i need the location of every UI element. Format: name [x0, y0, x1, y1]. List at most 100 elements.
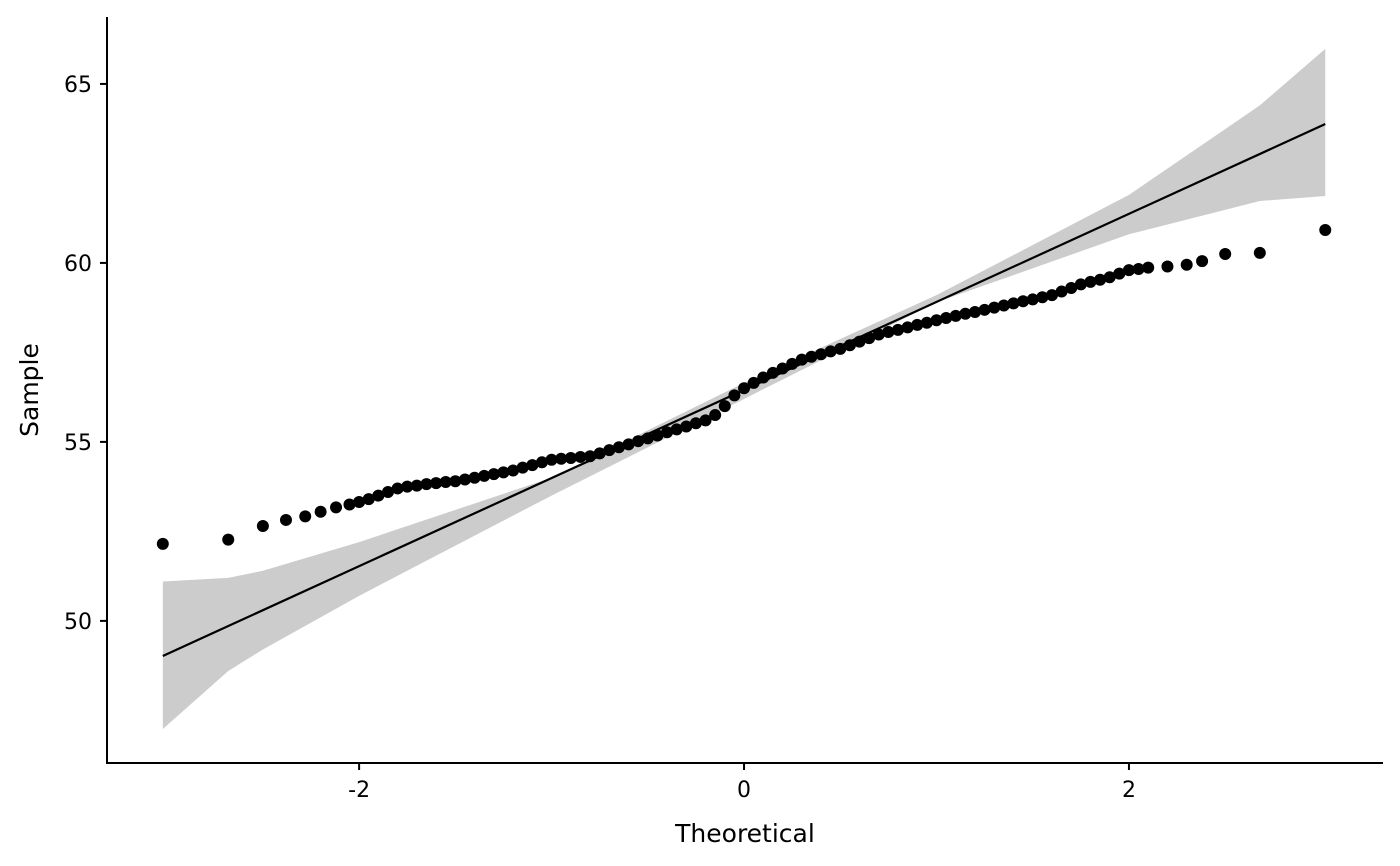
data-point: [391, 482, 404, 495]
data-point: [299, 510, 312, 523]
data-point: [824, 345, 837, 358]
data-point: [997, 299, 1010, 312]
data-point: [1074, 278, 1087, 291]
y-axis-title: Sample: [15, 343, 44, 437]
data-point: [834, 342, 847, 355]
y-tick-label: 50: [64, 610, 92, 635]
data-point: [949, 309, 962, 322]
data-point: [330, 501, 343, 514]
points-layer: [156, 223, 1332, 550]
data-point: [497, 466, 510, 479]
data-point: [1253, 246, 1266, 259]
data-point: [920, 316, 933, 329]
data-point: [1045, 289, 1058, 302]
x-tick-label: 2: [1122, 778, 1136, 803]
data-point: [988, 301, 1001, 314]
data-point: [1161, 260, 1174, 273]
data-point: [863, 332, 876, 345]
data-point: [1007, 297, 1020, 310]
ticks: -2 0 2 50 55 60 65: [64, 73, 1136, 803]
data-point: [430, 477, 443, 490]
data-point: [872, 328, 885, 341]
data-point: [622, 438, 635, 451]
data-point: [222, 533, 235, 546]
data-point: [156, 537, 169, 550]
data-point: [805, 350, 818, 363]
data-point: [401, 480, 414, 493]
data-point: [526, 459, 539, 472]
data-point: [1219, 247, 1232, 260]
x-axis-title: Theoretical: [674, 819, 815, 848]
data-point: [776, 362, 789, 375]
data-point: [564, 452, 577, 465]
data-point: [1180, 258, 1193, 271]
data-point: [728, 389, 741, 402]
data-point: [978, 303, 991, 316]
data-point: [603, 444, 616, 457]
data-point: [1113, 267, 1126, 280]
data-point: [1196, 255, 1209, 268]
data-point: [699, 414, 712, 427]
data-point: [535, 456, 548, 469]
data-point: [1026, 293, 1039, 306]
data-point: [372, 489, 385, 502]
data-point: [420, 478, 433, 491]
data-point: [747, 376, 760, 389]
x-tick-label: 0: [737, 778, 751, 803]
data-point: [795, 353, 808, 366]
data-point: [892, 323, 905, 336]
data-point: [1017, 295, 1030, 308]
data-point: [449, 475, 462, 488]
data-point: [593, 447, 606, 460]
data-point: [843, 339, 856, 352]
data-point: [314, 505, 327, 518]
y-tick-label: 65: [64, 73, 92, 98]
data-point: [689, 417, 702, 430]
data-point: [757, 371, 770, 384]
data-point: [1094, 273, 1107, 286]
data-point: [439, 475, 452, 488]
data-point: [516, 461, 529, 474]
data-point: [632, 435, 645, 448]
data-point: [362, 493, 375, 506]
data-point: [487, 468, 500, 481]
data-point: [911, 318, 924, 331]
data-point: [968, 305, 981, 318]
data-point: [1065, 281, 1078, 294]
data-point: [680, 420, 693, 433]
data-point: [478, 469, 491, 482]
data-point: [1319, 223, 1332, 236]
data-point: [256, 520, 269, 533]
data-point: [353, 496, 366, 509]
data-point: [651, 429, 664, 442]
data-point: [279, 513, 292, 526]
data-point: [612, 441, 625, 454]
data-point: [1036, 291, 1049, 304]
data-point: [1084, 275, 1097, 288]
data-point: [641, 432, 654, 445]
data-point: [738, 382, 751, 395]
data-point: [670, 423, 683, 436]
data-point: [661, 426, 674, 439]
data-point: [1142, 261, 1155, 274]
data-point: [555, 452, 568, 465]
data-point: [574, 450, 587, 463]
data-point: [1103, 271, 1116, 284]
data-point: [930, 314, 943, 327]
data-point: [458, 473, 471, 486]
data-point: [468, 471, 481, 484]
data-point: [901, 321, 914, 334]
data-point: [709, 409, 722, 422]
data-point: [1055, 285, 1068, 298]
data-point: [959, 307, 972, 320]
data-point: [766, 366, 779, 379]
y-tick-label: 60: [64, 252, 92, 277]
data-point: [815, 348, 828, 361]
data-point: [381, 486, 394, 499]
data-point: [507, 464, 520, 477]
y-tick-label: 55: [64, 431, 92, 456]
data-point: [1132, 263, 1145, 276]
data-point: [882, 326, 895, 339]
data-point: [853, 335, 866, 348]
data-point: [786, 357, 799, 370]
